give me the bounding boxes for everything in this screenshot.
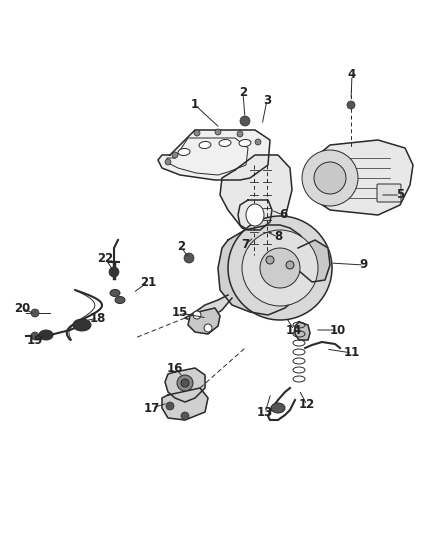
- Circle shape: [240, 116, 250, 126]
- Text: 14: 14: [286, 324, 302, 336]
- Text: 20: 20: [14, 302, 30, 314]
- Text: 18: 18: [90, 311, 106, 325]
- Text: 21: 21: [140, 276, 156, 288]
- Text: 8: 8: [274, 230, 282, 244]
- Text: 2: 2: [239, 86, 247, 100]
- Circle shape: [165, 159, 171, 165]
- Text: 16: 16: [167, 361, 183, 375]
- Circle shape: [347, 101, 355, 109]
- Text: 13: 13: [257, 407, 273, 419]
- Polygon shape: [165, 368, 205, 402]
- Ellipse shape: [239, 140, 251, 147]
- Circle shape: [260, 248, 300, 288]
- Text: 7: 7: [241, 238, 249, 252]
- Circle shape: [177, 375, 193, 391]
- Polygon shape: [220, 155, 292, 235]
- Circle shape: [255, 139, 261, 145]
- Circle shape: [242, 230, 318, 306]
- Polygon shape: [312, 140, 413, 215]
- Text: 6: 6: [279, 208, 287, 222]
- Polygon shape: [218, 225, 312, 315]
- Text: 4: 4: [348, 69, 356, 82]
- Text: 2: 2: [177, 240, 185, 254]
- Circle shape: [204, 324, 212, 332]
- Ellipse shape: [271, 403, 285, 413]
- Text: 22: 22: [97, 252, 113, 264]
- Text: 17: 17: [144, 401, 160, 415]
- Ellipse shape: [115, 296, 125, 303]
- Polygon shape: [295, 322, 310, 340]
- Polygon shape: [158, 130, 270, 180]
- Text: 5: 5: [396, 189, 404, 201]
- Circle shape: [194, 130, 200, 136]
- Polygon shape: [298, 240, 330, 282]
- Text: 15: 15: [172, 306, 188, 319]
- Circle shape: [172, 152, 178, 158]
- Text: 11: 11: [344, 346, 360, 359]
- Ellipse shape: [219, 140, 231, 147]
- Ellipse shape: [199, 141, 211, 149]
- Circle shape: [109, 267, 119, 277]
- Circle shape: [31, 332, 39, 340]
- Ellipse shape: [246, 204, 264, 226]
- Circle shape: [237, 131, 243, 137]
- Text: 3: 3: [263, 93, 271, 107]
- Circle shape: [302, 150, 358, 206]
- Text: 12: 12: [299, 399, 315, 411]
- Circle shape: [166, 402, 174, 410]
- Circle shape: [193, 311, 201, 319]
- Polygon shape: [188, 308, 220, 334]
- Circle shape: [286, 261, 294, 269]
- Text: 19: 19: [27, 334, 43, 346]
- Ellipse shape: [39, 330, 53, 340]
- Circle shape: [215, 129, 221, 135]
- Text: 10: 10: [330, 324, 346, 336]
- Ellipse shape: [178, 149, 190, 156]
- Ellipse shape: [110, 289, 120, 296]
- Circle shape: [266, 256, 274, 264]
- Text: 9: 9: [360, 259, 368, 271]
- Circle shape: [181, 379, 189, 387]
- Polygon shape: [185, 295, 232, 322]
- Ellipse shape: [73, 319, 91, 331]
- Circle shape: [314, 162, 346, 194]
- Text: 1: 1: [191, 99, 199, 111]
- Circle shape: [181, 412, 189, 420]
- Circle shape: [228, 216, 332, 320]
- Circle shape: [184, 253, 194, 263]
- FancyBboxPatch shape: [377, 184, 401, 202]
- Circle shape: [31, 309, 39, 317]
- Polygon shape: [162, 388, 208, 420]
